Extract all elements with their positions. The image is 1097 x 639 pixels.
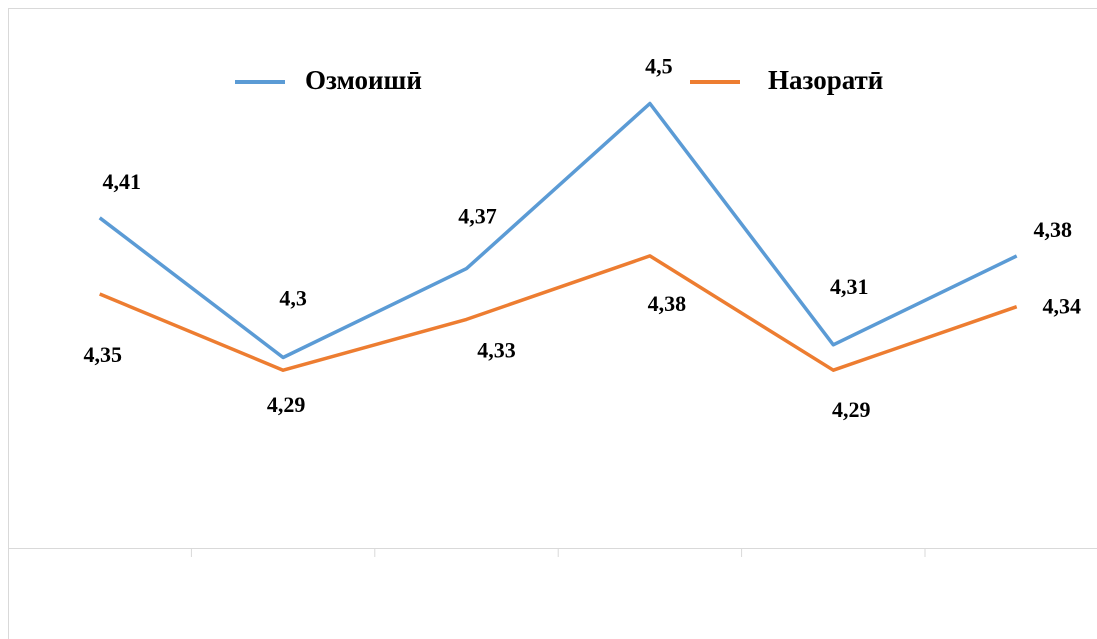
data-label: 4,38 bbox=[1033, 217, 1072, 242]
data-label: 4,38 bbox=[648, 291, 687, 316]
legend-label: Озмоишӣ bbox=[305, 65, 422, 95]
legend-label: Назоратӣ bbox=[768, 65, 883, 95]
data-label: 4,37 bbox=[458, 204, 497, 229]
data-label: 4,29 bbox=[832, 397, 871, 422]
data-label: 4,33 bbox=[477, 337, 516, 362]
data-label: 4,5 bbox=[645, 54, 673, 79]
data-label: 4,35 bbox=[83, 342, 122, 367]
data-label: 4,31 bbox=[830, 274, 869, 299]
data-label: 4,41 bbox=[102, 169, 141, 194]
data-label: 4,3 bbox=[279, 286, 307, 311]
series-line bbox=[98, 101, 1018, 360]
chart-border bbox=[8, 8, 1097, 639]
series-line bbox=[99, 254, 1018, 372]
data-label: 4,34 bbox=[1042, 294, 1081, 319]
data-label: 4,29 bbox=[267, 392, 306, 417]
